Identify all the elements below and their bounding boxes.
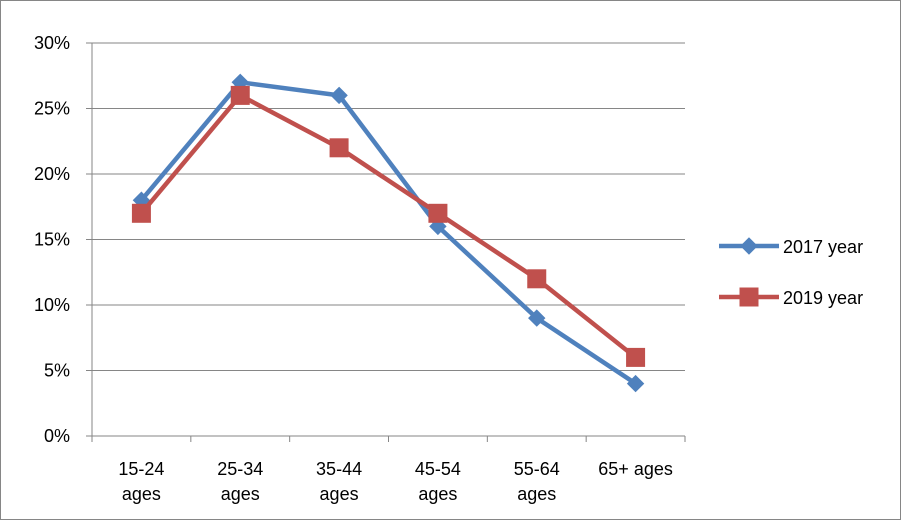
data-point xyxy=(131,203,151,223)
x-axis-tick-labels: 15-24 ages 25-34 ages 35-44 ages 45-54 ages 55-6… xyxy=(118,459,672,504)
series-line xyxy=(139,93,637,360)
legend-label: 2019 year xyxy=(783,288,863,308)
axes xyxy=(86,42,686,442)
legend: 2017 year 2019 year xyxy=(719,237,863,308)
gridlines xyxy=(92,42,685,371)
data-point xyxy=(528,309,546,327)
y-tick-label: 10% xyxy=(34,295,70,315)
x-tick-label: 35-44 ages xyxy=(316,459,362,504)
data-point xyxy=(230,85,250,105)
x-tick-label: 25-34 ages xyxy=(217,459,263,504)
data-point xyxy=(330,86,348,105)
x-tick-label: 45-54 ages xyxy=(415,459,461,504)
data-point xyxy=(626,374,645,393)
x-tick-label: 55-64 ages xyxy=(514,459,560,504)
x-tick-label: 65+ ages xyxy=(598,459,673,479)
data-point xyxy=(329,138,349,158)
legend-item: 2017 year xyxy=(719,237,863,257)
y-tick-label: 15% xyxy=(34,230,70,250)
x-tick-label: 15-24 ages xyxy=(118,459,164,504)
data-point xyxy=(626,347,646,367)
series-2 xyxy=(131,85,646,367)
y-tick-label: 20% xyxy=(34,164,70,184)
y-tick-label: 30% xyxy=(34,33,70,53)
data-point xyxy=(527,269,547,289)
legend-item: 2019 year xyxy=(719,287,863,308)
y-tick-label: 5% xyxy=(44,361,70,381)
series-1 xyxy=(132,73,645,393)
y-tick-label: 0% xyxy=(44,426,70,446)
data-point xyxy=(428,203,448,223)
series-group xyxy=(131,73,646,393)
y-tick-label: 25% xyxy=(34,99,70,119)
legend-marker xyxy=(740,237,758,255)
legend-marker xyxy=(739,287,759,307)
legend-label: 2017 year xyxy=(783,237,863,257)
series-line xyxy=(139,80,637,386)
y-axis-tick-labels: 0% 5% 10% 15% 20% 25% 30% xyxy=(34,33,70,446)
